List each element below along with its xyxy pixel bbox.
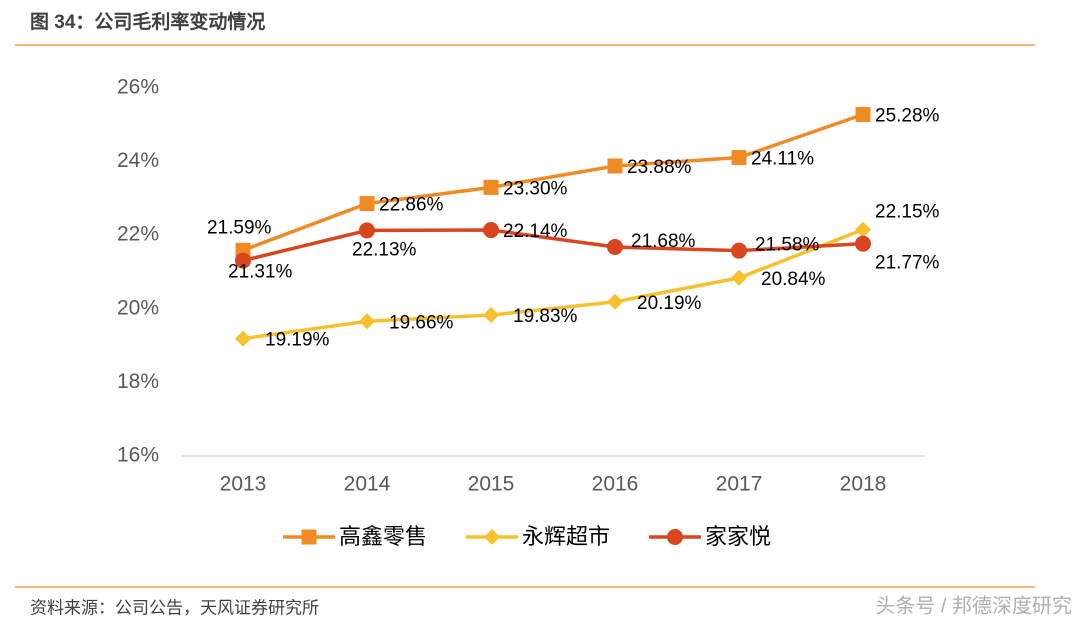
source-note: 资料来源：公司公告，天风证券研究所 [30,598,319,617]
marker [607,238,623,255]
marker [483,179,499,195]
marker [731,150,747,166]
marker [484,529,500,545]
watermark: 头条号 / 邦德深度研究 [875,594,1072,617]
data-label: 20.19% [637,293,702,314]
marker [235,252,251,269]
marker [731,242,747,259]
legend-label: 家家悦 [705,524,771,549]
marker [359,196,375,212]
y-tick-label: 26% [117,76,159,99]
legend-label: 高鑫零售 [339,524,427,549]
y-tick-label: 24% [117,149,159,172]
y-tick-label: 16% [117,444,159,467]
data-label: 24.11% [751,149,814,170]
x-tick-label: 2015 [468,473,515,496]
marker [855,235,871,252]
data-label: 21.58% [755,235,820,256]
series-line [242,112,864,252]
data-label: 22.15% [875,202,940,223]
marker [359,222,375,239]
data-label: 20.84% [761,269,826,290]
marker [483,222,499,239]
data-label: 25.28% [875,106,940,127]
data-label: 23.88% [627,157,692,178]
data-label: 21.59% [207,217,272,238]
marker [855,106,871,122]
marker [667,529,683,545]
data-label: 23.30% [503,178,568,199]
x-tick-label: 2018 [840,473,887,496]
marker [483,307,499,324]
data-label: 22.13% [352,239,417,260]
series-line [242,228,864,263]
chart-title: 图 34：公司毛利率变动情况 [30,10,265,33]
legend-label: 永辉超市 [522,524,610,549]
series-line [242,228,864,341]
marker [731,269,747,286]
marker [855,221,871,238]
marker [607,293,623,310]
data-label: 21.31% [228,262,293,283]
y-tick-label: 20% [117,296,159,319]
marker [235,330,251,347]
x-tick-label: 2016 [592,473,639,496]
x-tick-label: 2017 [716,473,763,496]
data-label: 21.68% [631,231,696,252]
y-tick-label: 22% [117,223,159,246]
data-label: 19.19% [265,330,330,351]
marker [359,313,375,330]
data-label: 22.14% [503,221,568,242]
marker [301,529,317,545]
x-tick-label: 2013 [220,473,267,496]
marker [607,158,623,174]
data-label: 19.66% [389,312,454,333]
data-label: 21.77% [875,253,940,274]
x-tick-label: 2014 [344,473,391,496]
data-label: 22.86% [379,195,444,216]
data-label: 19.83% [513,306,578,327]
y-tick-label: 18% [117,370,159,393]
